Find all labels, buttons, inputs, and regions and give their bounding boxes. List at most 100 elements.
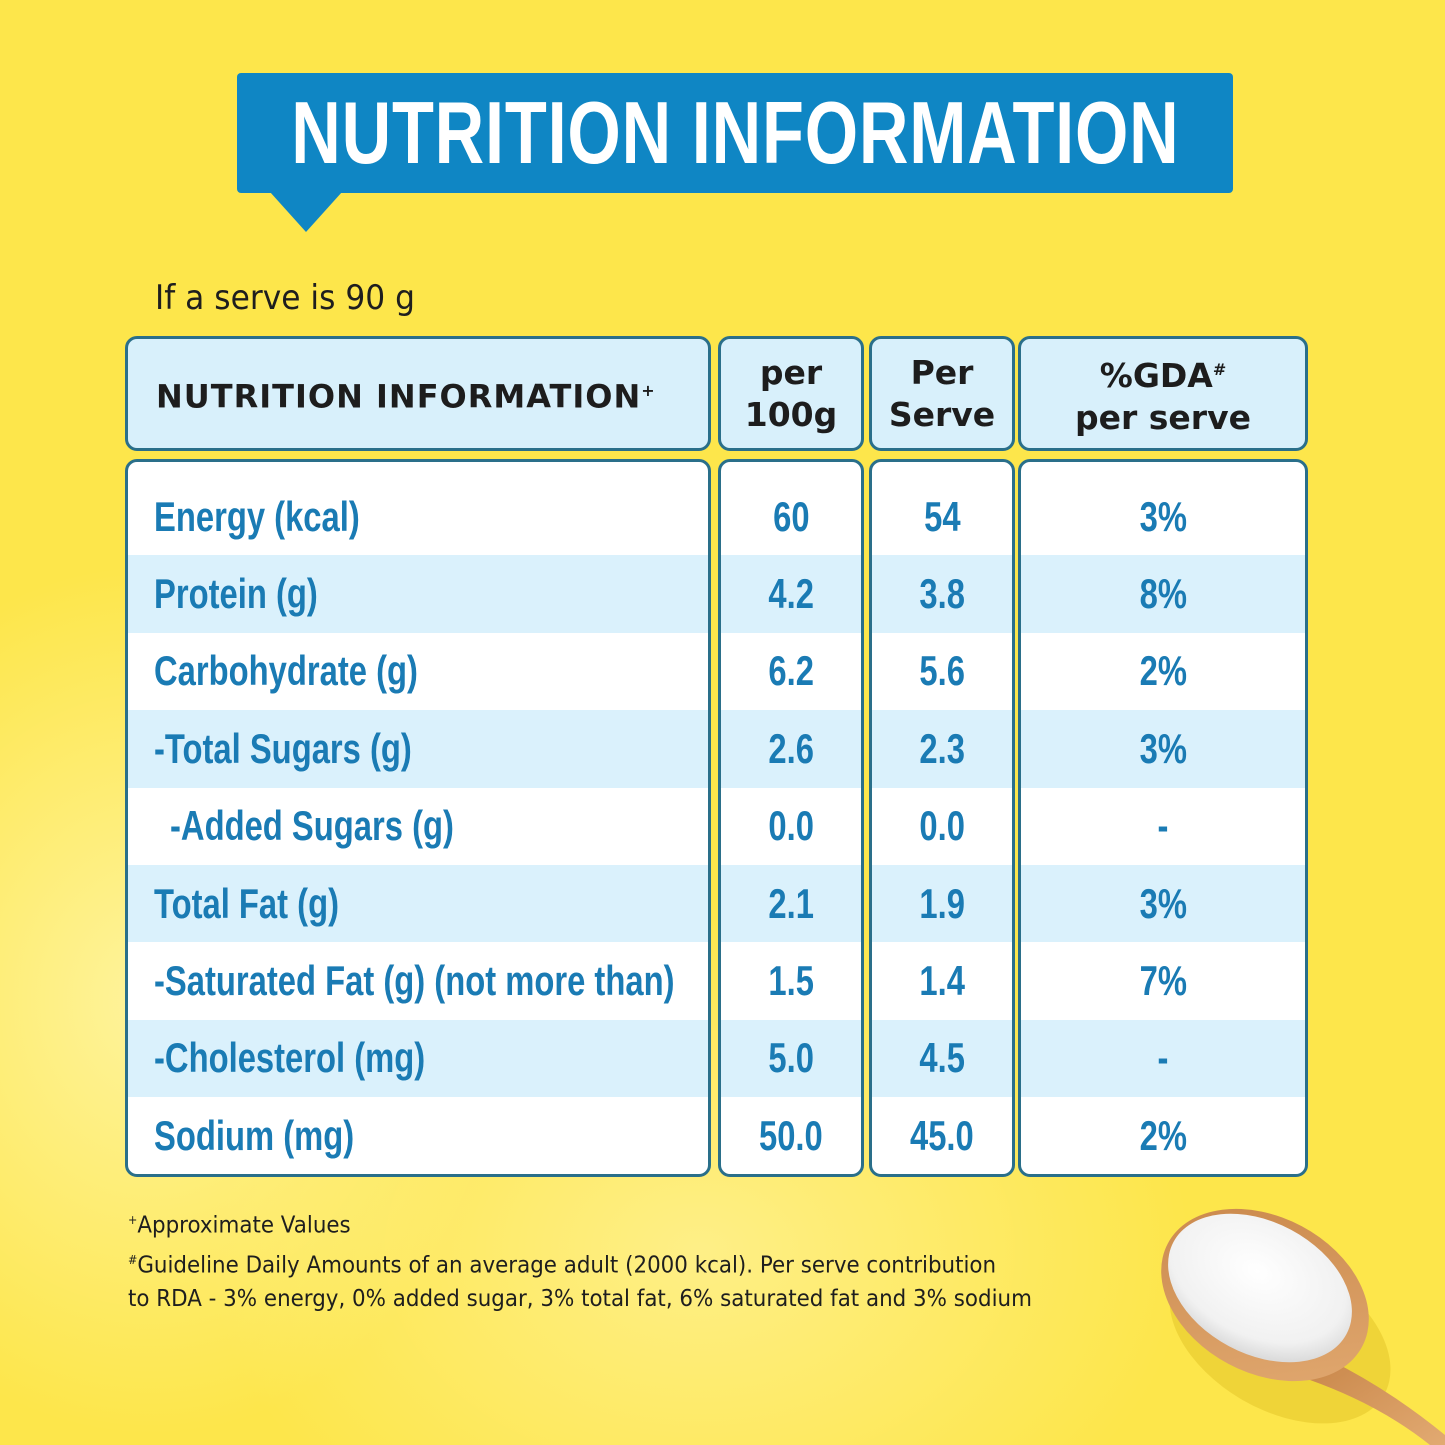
table-row: 7%	[1021, 942, 1305, 1019]
header-gda-line1: %GDA	[1099, 355, 1213, 395]
table-row: 2%	[1021, 633, 1305, 710]
banner-pointer	[270, 192, 342, 232]
footnote-gda-continued: to RDA - 3% energy, 0% added sugar, 3% t…	[128, 1286, 1032, 1313]
header-nutrient-label: NUTRITION INFORMATION	[156, 377, 642, 416]
table-row: Total Fat (g)	[128, 864, 708, 943]
cell-per-100g: 4.2	[768, 570, 814, 618]
cell-per-serve: 5.6	[919, 647, 965, 695]
table-row: 0.0	[872, 788, 1012, 865]
table-row: Carbohydrate (g)	[128, 633, 708, 710]
cell-per-serve: 1.4	[919, 957, 965, 1005]
cell-per-100g: 1.5	[768, 957, 814, 1005]
column-per-100g: 60 4.2 6.2 2.6 0.0 2.1 1.5 5.0 50.0	[718, 459, 864, 1177]
table-row: 1.5	[721, 942, 861, 1019]
cell-per-100g: 5.0	[768, 1034, 814, 1082]
footnote-approx-text: Approximate Values	[137, 1212, 351, 1239]
table-row: -Cholesterol (mg)	[128, 1019, 708, 1098]
cell-nutrient: -Total Sugars (g)	[154, 724, 412, 772]
table-row: 5.6	[872, 633, 1012, 710]
cell-gda: 3%	[1139, 724, 1187, 772]
table-row: 3%	[1021, 710, 1305, 788]
footnote-gda-mark: #	[128, 1252, 138, 1267]
table-row: 4.5	[872, 1019, 1012, 1098]
banner-title: NUTRITION INFORMATION	[290, 83, 1180, 182]
serve-size-note: If a serve is 90 g	[155, 278, 415, 318]
table-row: -	[1021, 1019, 1305, 1098]
table-row: 3%	[1021, 478, 1305, 555]
footnote-approx: +Approximate Values	[128, 1203, 1032, 1243]
table-row: 0.0	[721, 788, 861, 865]
footnotes: +Approximate Values #Guideline Daily Amo…	[128, 1203, 1032, 1316]
cell-gda: -	[1157, 1034, 1169, 1082]
table-row: -Added Sugars (g)	[128, 788, 708, 865]
cell-nutrient: -Saturated Fat (g) (not more than)	[154, 957, 675, 1005]
header-per-serve-line2: Serve	[888, 394, 996, 434]
table-row: 54	[872, 478, 1012, 555]
cell-gda: 3%	[1139, 492, 1187, 540]
header-per-100g-line1: per	[759, 352, 823, 392]
table-row: 2.1	[721, 864, 861, 943]
table-row: -Total Sugars (g)	[128, 710, 708, 788]
table-row: -	[1021, 788, 1305, 865]
footnote-gda-line1: Guideline Daily Amounts of an average ad…	[137, 1252, 997, 1279]
cell-nutrient: Energy (kcal)	[154, 492, 360, 540]
cell-gda: 2%	[1139, 647, 1187, 695]
header-gda: %GDA# per serve	[1018, 336, 1308, 451]
column-nutrient: Energy (kcal) Protein (g) Carbohydrate (g)…	[125, 459, 711, 1177]
cell-per-serve: 0.0	[919, 802, 965, 850]
table-row: 4.2	[721, 555, 861, 633]
cell-nutrient: Protein (g)	[154, 570, 318, 618]
table-row: 5.0	[721, 1019, 861, 1098]
cell-nutrient: -Cholesterol (mg)	[154, 1034, 426, 1082]
cell-per-100g: 2.6	[768, 724, 814, 772]
table-row: Sodium (mg)	[128, 1097, 708, 1174]
table-row: 1.4	[872, 942, 1012, 1019]
footnote-approx-mark: +	[128, 1213, 138, 1227]
cell-per-100g-list: 60 4.2 6.2 2.6 0.0 2.1 1.5 5.0 50.0	[721, 478, 861, 1174]
table-row: 60	[721, 478, 861, 555]
cell-nutrient: -Added Sugars (g)	[170, 802, 454, 850]
cell-per-serve: 4.5	[919, 1034, 965, 1082]
header-gda-line2: per serve	[1075, 397, 1251, 437]
footnote-gda: #Guideline Daily Amounts of an average a…	[128, 1243, 1032, 1283]
header-nutrient: NUTRITION INFORMATION+	[125, 336, 711, 451]
table-row: 50.0	[721, 1097, 861, 1174]
spoon-handle	[1310, 1360, 1445, 1445]
cell-nutrient: Total Fat (g)	[154, 879, 340, 927]
table-row: -Saturated Fat (g) (not more than)	[128, 942, 708, 1019]
table-row: 2.3	[872, 710, 1012, 788]
approx-mark: +	[641, 380, 656, 400]
cell-gda-list: 3% 8% 2% 3% - 3% 7% - 2%	[1021, 478, 1305, 1174]
table-row: Energy (kcal)	[128, 478, 708, 555]
cell-per-serve: 45.0	[910, 1111, 974, 1159]
gda-mark: #	[1212, 359, 1227, 379]
cell-gda: 8%	[1139, 570, 1187, 618]
cell-per-100g: 50.0	[759, 1111, 823, 1159]
table-row: Protein (g)	[128, 555, 708, 633]
header-per-100g: per 100g	[718, 336, 864, 451]
cell-per-serve: 2.3	[919, 724, 965, 772]
column-gda: 3% 8% 2% 3% - 3% 7% - 2%	[1018, 459, 1308, 1177]
cell-per-100g: 6.2	[768, 647, 814, 695]
cell-per-serve: 1.9	[919, 879, 965, 927]
cell-gda: 3%	[1139, 879, 1187, 927]
header-per-100g-line2: 100g	[744, 394, 838, 434]
header-per-serve-line1: Per	[910, 352, 974, 392]
cell-per-100g: 60	[772, 492, 810, 540]
column-per-serve: 54 3.8 5.6 2.3 0.0 1.9 1.4 4.5 45.0	[869, 459, 1015, 1177]
header-per-serve: Per Serve	[869, 336, 1015, 451]
cell-gda: 7%	[1139, 957, 1187, 1005]
table-row: 2.6	[721, 710, 861, 788]
cell-gda: -	[1157, 802, 1169, 850]
cell-per-100g: 0.0	[768, 802, 814, 850]
cell-per-serve: 3.8	[919, 570, 965, 618]
cell-nutrient: Carbohydrate (g)	[154, 647, 418, 695]
table-row: 6.2	[721, 633, 861, 710]
curd	[1168, 1213, 1352, 1363]
table-row: 2%	[1021, 1097, 1305, 1174]
cell-per-serve: 54	[923, 492, 961, 540]
table-row: 45.0	[872, 1097, 1012, 1174]
table-row: 3.8	[872, 555, 1012, 633]
cell-per-serve-list: 54 3.8 5.6 2.3 0.0 1.9 1.4 4.5 45.0	[872, 478, 1012, 1174]
cell-nutrient: Sodium (mg)	[154, 1111, 355, 1159]
